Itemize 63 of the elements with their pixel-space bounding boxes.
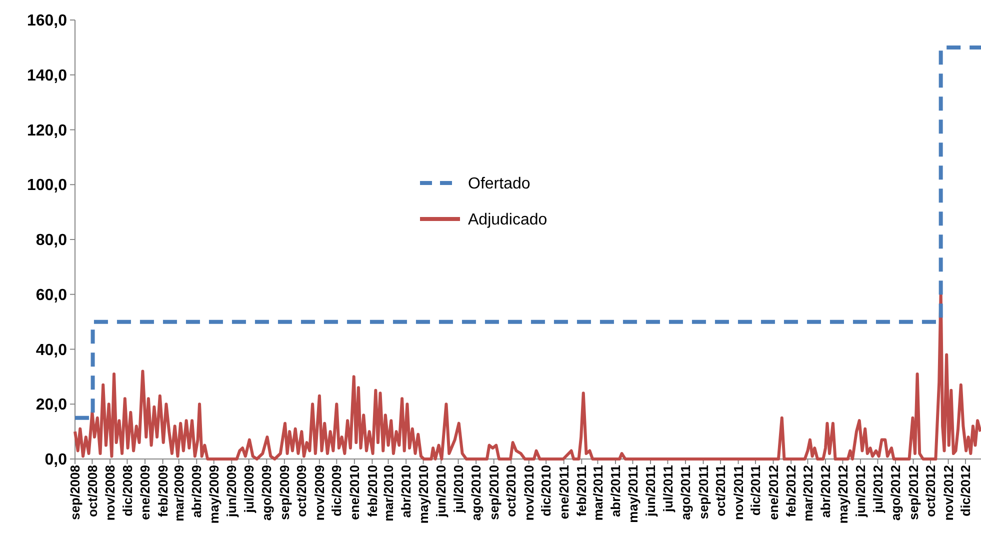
y-tick-label: 100,0 [26, 177, 68, 194]
y-tick-label: 160,0 [26, 12, 68, 30]
x-tick-label: mar/2011 [590, 465, 606, 521]
x-tick-label: abr/2009 [189, 465, 204, 518]
x-tick-label: feb/2011 [574, 465, 590, 516]
x-tick-label: oct/2010 [504, 465, 519, 518]
x-tick-label: abr/2011 [608, 465, 624, 518]
x-tick-label: ene/2009 [138, 465, 153, 520]
y-tick-label: 140,0 [26, 67, 68, 84]
x-tick-label: feb/2012 [784, 465, 799, 518]
x-tick-label: jul/2010 [450, 465, 466, 514]
y-tick-label: 60,0 [36, 286, 68, 304]
x-tick-label: mar/2010 [380, 465, 396, 522]
x-tick-label: jun/2009 [224, 465, 240, 518]
x-tick-label: sep/2009 [276, 465, 292, 520]
x-tick-label: oct/2009 [294, 465, 310, 518]
x-tick-label: feb/2009 [155, 465, 170, 518]
x-tick-label: ene/2011 [556, 465, 572, 520]
x-tick-label: nov/2011 [730, 465, 746, 520]
x-tick-label: ago/2009 [259, 465, 274, 521]
x-tick-label: ene/2012 [766, 465, 781, 520]
x-tick-label: abr/2010 [398, 465, 414, 518]
x-tick-label: jul/2011 [660, 465, 676, 513]
x-tick-label: ene/2010 [346, 465, 362, 520]
x-tick-label: jun/2010 [434, 465, 449, 518]
x-tick-label: ago/2011 [678, 465, 694, 520]
x-tick-label: ago/2010 [468, 465, 484, 521]
x-tick-label: may/2011 [625, 465, 640, 523]
x-tick-label: nov/2012 [940, 465, 956, 521]
x-tick-label: jun/2012 [853, 465, 868, 518]
x-tick-label: ago/2012 [888, 465, 904, 521]
x-tick-label: jul/2012 [870, 465, 886, 514]
x-tick-label: oct/2008 [84, 465, 100, 518]
y-tick-label: 0,0 [44, 452, 68, 469]
y-tick-label: 40,0 [36, 342, 68, 359]
x-tick-label: dic/2010 [538, 465, 554, 516]
x-tick-label: jun/2011 [643, 465, 658, 518]
x-tick-label: oct/2011 [713, 465, 728, 516]
x-tick-label: nov/2009 [312, 465, 327, 521]
x-tick-label: may/2010 [416, 465, 431, 524]
legend-label: Ofertado [468, 176, 530, 193]
x-tick-label: abr/2012 [818, 465, 834, 518]
x-tick-label: jul/2009 [241, 465, 256, 514]
x-tick-label: may/2009 [206, 465, 222, 524]
x-tick-label: mar/2009 [171, 465, 186, 522]
x-tick-label: nov/2008 [102, 465, 118, 521]
x-tick-label: feb/2010 [364, 465, 380, 518]
x-tick-label: may/2012 [835, 465, 850, 524]
x-tick-label: dic/2008 [120, 465, 135, 516]
x-tick-label: sep/2012 [906, 465, 921, 520]
y-tick-label: 20,0 [36, 396, 68, 414]
x-tick-label: mar/2012 [800, 465, 816, 522]
x-tick-label: nov/2010 [521, 465, 536, 521]
x-tick-label: dic/2009 [329, 465, 344, 516]
x-tick-label: dic/2011 [748, 465, 764, 516]
x-tick-label: oct/2012 [923, 465, 938, 518]
x-tick-label: sep/2011 [696, 465, 711, 520]
x-tick-label: dic/2012 [958, 465, 974, 516]
legend-label: Adjudicado [468, 212, 548, 229]
y-tick-label: 120,0 [26, 122, 68, 140]
x-tick-label: sep/2008 [68, 465, 83, 520]
x-tick-label: sep/2010 [486, 465, 502, 520]
y-tick-label: 80,0 [36, 232, 68, 250]
